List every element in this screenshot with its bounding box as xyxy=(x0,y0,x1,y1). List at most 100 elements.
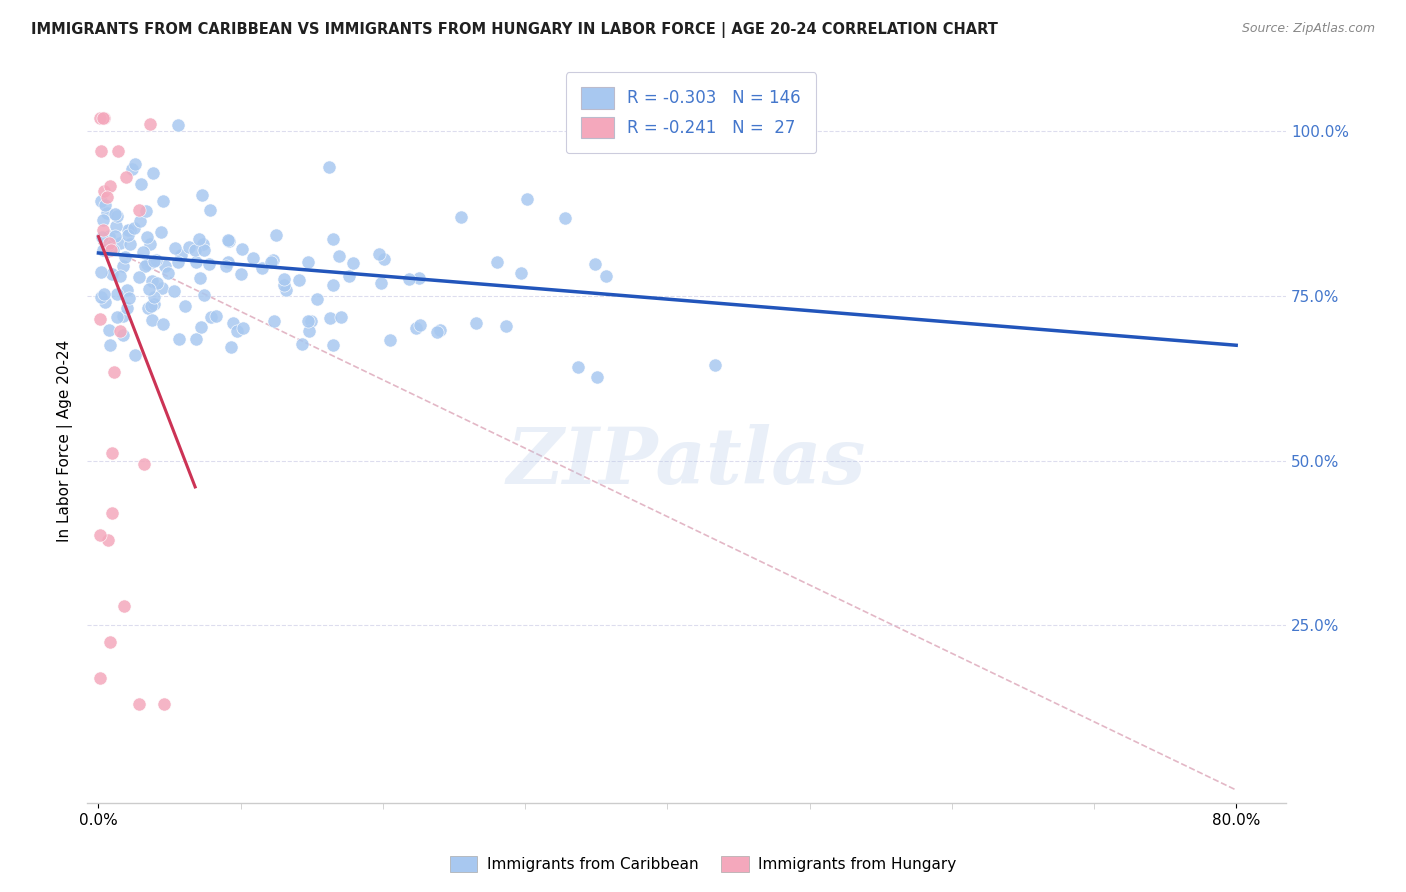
Point xyxy=(112,328,135,343)
Point xyxy=(107,144,129,158)
Point xyxy=(152,698,174,712)
Point xyxy=(450,210,472,224)
Point xyxy=(101,244,124,258)
Point xyxy=(583,257,606,271)
Point xyxy=(94,294,117,309)
Point xyxy=(91,111,114,125)
Point xyxy=(111,309,134,323)
Point xyxy=(118,237,141,252)
Point xyxy=(165,241,187,255)
Point xyxy=(262,252,284,267)
Point xyxy=(104,228,127,243)
Point xyxy=(184,243,207,257)
Point xyxy=(188,232,211,246)
Point xyxy=(143,254,166,268)
Point xyxy=(121,162,143,177)
Point xyxy=(703,358,725,372)
Point xyxy=(90,290,112,304)
Point xyxy=(318,160,340,174)
Point xyxy=(100,243,122,257)
Y-axis label: In Labor Force | Age 20-24: In Labor Force | Age 20-24 xyxy=(58,340,73,542)
Point xyxy=(193,288,215,302)
Point xyxy=(298,325,321,339)
Point xyxy=(142,166,165,180)
Point xyxy=(380,334,402,348)
Point xyxy=(108,236,131,251)
Point xyxy=(98,228,121,243)
Legend: R = -0.303   N = 146, R = -0.241   N =  27: R = -0.303 N = 146, R = -0.241 N = 27 xyxy=(565,72,815,153)
Text: ZIPatlas: ZIPatlas xyxy=(506,425,866,500)
Point xyxy=(146,276,169,290)
Point xyxy=(190,320,212,334)
Point xyxy=(297,314,319,328)
Point xyxy=(136,301,159,315)
Point xyxy=(162,285,184,299)
Point xyxy=(105,310,128,324)
Point xyxy=(242,251,264,265)
Point xyxy=(124,157,146,171)
Point xyxy=(89,111,111,125)
Point xyxy=(128,269,150,284)
Point xyxy=(339,269,361,284)
Point xyxy=(93,184,115,198)
Point xyxy=(96,205,118,219)
Point xyxy=(143,289,166,303)
Point xyxy=(260,255,283,269)
Point xyxy=(157,266,180,280)
Point xyxy=(97,239,120,253)
Point xyxy=(297,254,319,268)
Point xyxy=(204,309,226,323)
Point xyxy=(136,257,159,271)
Point xyxy=(94,198,117,212)
Point xyxy=(429,323,451,337)
Point xyxy=(322,232,344,246)
Point xyxy=(174,299,197,313)
Point xyxy=(132,244,155,259)
Point xyxy=(217,255,239,269)
Point xyxy=(90,194,112,208)
Point xyxy=(322,277,344,292)
Point xyxy=(274,283,297,297)
Point xyxy=(231,267,253,281)
Point xyxy=(409,318,432,332)
Point xyxy=(138,282,160,296)
Point xyxy=(139,256,162,270)
Point xyxy=(167,332,190,346)
Point xyxy=(118,291,141,305)
Point xyxy=(145,253,167,268)
Point xyxy=(136,230,159,244)
Point xyxy=(373,252,395,267)
Point xyxy=(218,234,240,248)
Point xyxy=(141,299,163,313)
Point xyxy=(115,170,138,185)
Point xyxy=(129,178,152,192)
Point xyxy=(486,255,509,269)
Point xyxy=(103,365,125,379)
Point xyxy=(231,242,253,256)
Point xyxy=(93,286,115,301)
Point xyxy=(191,188,214,202)
Point xyxy=(139,237,162,252)
Point xyxy=(128,203,150,218)
Point xyxy=(226,325,249,339)
Point xyxy=(510,266,533,280)
Point xyxy=(288,273,311,287)
Point xyxy=(150,281,173,295)
Point xyxy=(153,260,176,274)
Point xyxy=(342,256,364,270)
Point xyxy=(141,275,163,289)
Point xyxy=(96,190,118,204)
Point xyxy=(222,316,245,330)
Point xyxy=(221,340,243,354)
Point xyxy=(108,268,131,283)
Point xyxy=(152,194,174,208)
Point xyxy=(166,255,188,269)
Point xyxy=(97,244,120,259)
Point xyxy=(134,260,156,274)
Point xyxy=(117,283,139,297)
Point xyxy=(186,332,208,346)
Point xyxy=(367,247,389,261)
Point xyxy=(291,337,314,351)
Point xyxy=(117,223,139,237)
Point xyxy=(188,270,211,285)
